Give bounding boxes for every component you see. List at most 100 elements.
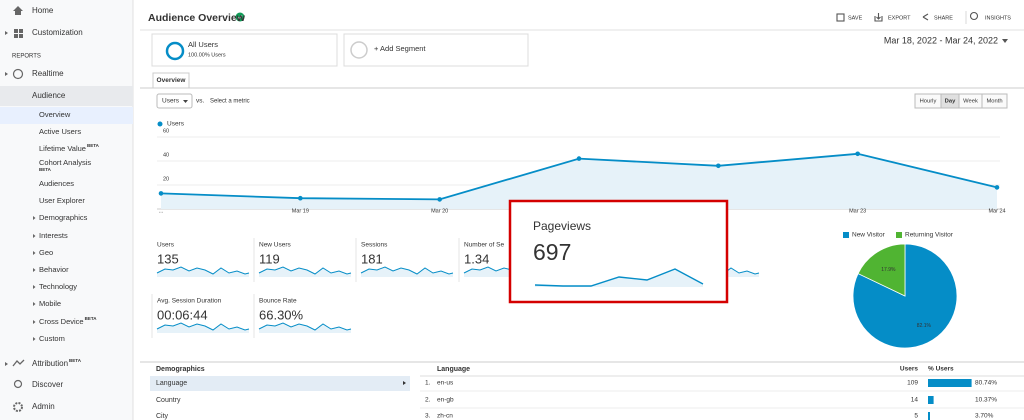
users-value: 14: [911, 397, 919, 404]
dimension-link[interactable]: City: [156, 413, 169, 420]
beta-badge: BETA: [39, 167, 52, 172]
nav-item[interactable]: Audience: [32, 91, 66, 100]
beta-badge: BETA: [87, 143, 100, 148]
data-point[interactable]: [716, 163, 721, 169]
data-point[interactable]: [158, 191, 164, 196]
action-button[interactable]: EXPORT: [888, 15, 911, 21]
legend-swatch: [843, 232, 849, 238]
card-value: 00:06:44: [157, 307, 208, 322]
data-point[interactable]: [576, 156, 582, 161]
pie-slice[interactable]: [857, 243, 906, 297]
expand-arrow[interactable]: [33, 268, 36, 272]
add-segment-box[interactable]: [343, 33, 529, 67]
expand-arrow[interactable]: [33, 216, 36, 220]
nav-subitem[interactable]: Active Users: [39, 127, 81, 136]
language-link[interactable]: zh-cn: [437, 413, 453, 420]
users-value: 109: [907, 380, 918, 387]
language-link[interactable]: en-gb: [437, 397, 454, 404]
nav-subitem[interactable]: Custom: [39, 334, 65, 343]
nav-subitem[interactable]: Cohort Analysis: [39, 158, 91, 167]
page-title: Audience Overview: [148, 12, 246, 24]
granularity-label[interactable]: Week: [963, 99, 978, 105]
expand-arrow[interactable]: [33, 337, 36, 341]
nav-subitem[interactable]: Geo: [39, 248, 53, 257]
expand-arrow[interactable]: [5, 72, 8, 76]
expand-arrow[interactable]: [33, 251, 36, 255]
nav-item[interactable]: Discover: [32, 380, 63, 389]
segment-detail: 100.00% Users: [188, 52, 226, 58]
y-tick-label: 40: [163, 152, 169, 158]
nav-item[interactable]: Customization: [32, 28, 83, 37]
granularity-label[interactable]: Day: [945, 99, 956, 105]
granularity-button[interactable]: [981, 93, 1008, 109]
icon-customization: [14, 34, 18, 38]
dimension-link[interactable]: Country: [156, 397, 181, 404]
add-segment[interactable]: + Add Segment: [374, 44, 426, 53]
data-point[interactable]: [437, 197, 442, 202]
percent-label: 80.74%: [975, 380, 997, 387]
metric-link[interactable]: Select a metric: [210, 99, 250, 105]
card-label: Bounce Rate: [259, 298, 297, 305]
nav-subitem[interactable]: Lifetime Value: [39, 144, 86, 153]
data-point[interactable]: [994, 185, 1000, 190]
dimension-link[interactable]: Language: [156, 380, 187, 387]
sparkline-area: [259, 323, 351, 333]
date-range[interactable]: Mar 18, 2022 - Mar 24, 2022: [884, 35, 998, 45]
expand-arrow[interactable]: [33, 234, 36, 238]
language-link[interactable]: en-us: [437, 380, 454, 387]
data-point[interactable]: [298, 195, 303, 201]
card-value: 181: [361, 251, 383, 266]
data-point[interactable]: [855, 151, 860, 157]
legend-swatch: [896, 232, 902, 238]
percent-bar: [928, 379, 972, 387]
highlight-label: Pageviews: [533, 219, 591, 233]
nav-subitem[interactable]: User Explorer: [39, 196, 85, 205]
icon-insights: [969, 11, 979, 21]
action-button[interactable]: INSIGHTS: [985, 15, 1011, 21]
nav-subitem[interactable]: Behavior: [39, 265, 69, 274]
nav-selected-bg: [0, 107, 133, 124]
sparkline-area: [361, 267, 453, 277]
tab-label[interactable]: Overview: [157, 77, 187, 84]
nav-subitem[interactable]: Cross Device: [39, 317, 84, 326]
action-button[interactable]: SHARE: [934, 15, 953, 21]
y-tick-label: 60: [163, 128, 169, 134]
pie-slice[interactable]: [852, 243, 958, 349]
expand-arrow[interactable]: [33, 320, 36, 324]
nav-subitem[interactable]: Audiences: [39, 179, 74, 188]
icon-customization: [14, 29, 18, 33]
column-header: Users: [900, 366, 918, 373]
expand-arrow[interactable]: [5, 362, 8, 366]
sparkline: [360, 266, 454, 275]
icon-attribution: [12, 359, 25, 367]
action-icons: [836, 11, 979, 24]
expand-arrow[interactable]: [33, 302, 36, 306]
legend-label: Returning Visitor: [905, 232, 954, 239]
expand-arrow[interactable]: [5, 31, 8, 35]
nav-subitem[interactable]: Technology: [39, 282, 77, 291]
nav-item[interactable]: Home: [32, 6, 54, 15]
expand-arrow[interactable]: [33, 285, 36, 289]
segment-box[interactable]: [151, 33, 338, 67]
vs-label: vs.: [196, 98, 205, 105]
date-caret: [1002, 39, 1008, 43]
nav-item[interactable]: Realtime: [32, 69, 64, 78]
sparkline-area: [157, 267, 249, 277]
nav-subitem[interactable]: Interests: [39, 231, 68, 240]
icon-export: [874, 13, 883, 22]
highlight-value: 697: [533, 239, 571, 265]
legend-label: Users: [167, 121, 185, 128]
action-button[interactable]: SAVE: [848, 15, 863, 21]
nav-subitem[interactable]: Overview: [39, 110, 71, 119]
sidebar-bg: [0, 0, 133, 420]
nav-item[interactable]: Admin: [32, 402, 55, 411]
nav-item[interactable]: Attribution: [32, 359, 68, 368]
table-title: Demographics: [156, 366, 205, 373]
segment-icon: [165, 41, 185, 61]
nav-subitem[interactable]: Mobile: [39, 299, 61, 308]
granularity-label[interactable]: Hourly: [920, 99, 937, 105]
metric-dropdown[interactable]: [156, 93, 193, 109]
granularity-label[interactable]: Month: [986, 99, 1002, 105]
nav-subitem[interactable]: Demographics: [39, 213, 88, 222]
percent-bar: [928, 412, 930, 420]
